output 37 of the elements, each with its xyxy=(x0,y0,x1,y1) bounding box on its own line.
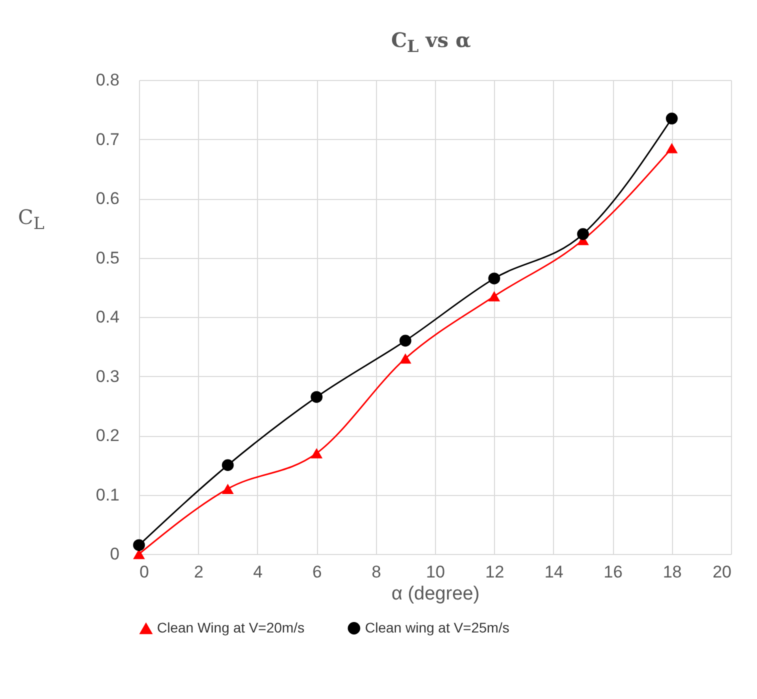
point xyxy=(399,334,412,347)
legend-label: Clean wing at V=25m/s xyxy=(365,619,510,636)
x-axis-title: α (degree) xyxy=(391,584,480,604)
x-tick-label: 2 xyxy=(194,562,204,582)
legend-label: Clean Wing at V=20m/s xyxy=(157,620,304,636)
x-tick-label: 8 xyxy=(372,562,382,582)
x-tick-label: 4 xyxy=(253,562,263,582)
point xyxy=(666,112,678,124)
x-tick-label: 18 xyxy=(662,562,682,582)
x-tick-label: 20 xyxy=(712,562,732,582)
y-tick-label: 0.8 xyxy=(96,70,120,90)
y-tick-label: 0.3 xyxy=(96,366,120,386)
point xyxy=(222,459,234,472)
y-tick-label: 0 xyxy=(110,544,120,564)
y-axis-title: C$_{L}$ xyxy=(18,205,44,233)
point xyxy=(133,539,145,552)
point xyxy=(222,484,234,494)
y-tick-label: 0.2 xyxy=(96,426,120,445)
x-tick-label: 6 xyxy=(312,562,322,582)
y-tick-label: 0.1 xyxy=(96,485,120,504)
y-tick-label: 0.7 xyxy=(96,130,120,149)
y-tick-label: 0.4 xyxy=(96,308,120,326)
x-tick-label: 0 xyxy=(140,562,149,582)
y-tick-label: 0.5 xyxy=(96,248,120,268)
y-tick-label: 0.6 xyxy=(96,189,120,208)
point xyxy=(399,353,412,364)
chart-title: C$_{L}$ vs α xyxy=(390,28,472,56)
x-tick-label: 14 xyxy=(544,562,564,582)
point xyxy=(488,272,500,284)
point xyxy=(577,228,589,240)
point xyxy=(666,143,678,154)
point xyxy=(488,291,500,302)
x-tick-label: 12 xyxy=(485,562,504,582)
x-tick-label: 16 xyxy=(604,562,623,582)
x-tick-label: 10 xyxy=(426,562,445,582)
point xyxy=(310,391,323,403)
point xyxy=(310,448,323,458)
